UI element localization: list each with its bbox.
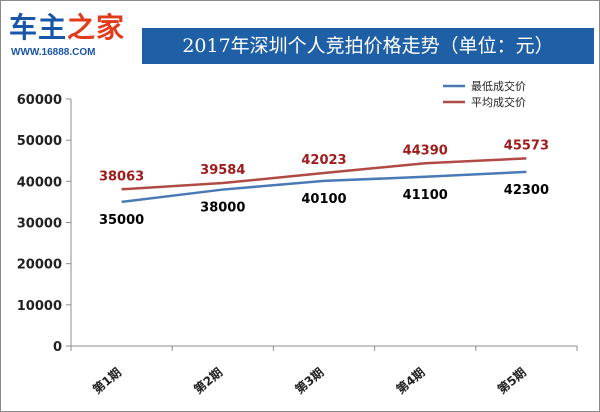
legend-label: 平均成交价 <box>471 95 526 109</box>
logo-text-part1: 车主 <box>9 11 68 44</box>
data-label: 42300 <box>504 183 549 198</box>
y-tick-label: 20000 <box>17 258 62 273</box>
series-line-2 <box>121 157 527 191</box>
data-label: 40100 <box>301 192 346 207</box>
x-tick-label: 第5期 <box>494 364 528 396</box>
data-label: 44390 <box>403 143 448 158</box>
data-label: 38063 <box>99 169 144 184</box>
x-tick-label: 第2期 <box>191 364 225 396</box>
y-tick-label: 10000 <box>17 299 62 314</box>
brand-logo: 车主之家 WWW.16888.COM <box>9 11 137 63</box>
series-line-1 <box>121 170 527 204</box>
logo-text: 车主之家 <box>9 11 125 45</box>
legend-label: 最低成交价 <box>471 79 526 93</box>
data-label: 42023 <box>301 153 346 168</box>
x-tick-label: 第3期 <box>292 364 326 396</box>
data-label: 39584 <box>200 163 245 178</box>
title-bar: 2017年深圳个人竞拍价格走势（单位：元） <box>142 28 594 64</box>
data-label: 41100 <box>403 188 448 203</box>
chart-title: 2017年深圳个人竞拍价格走势（单位：元） <box>182 35 554 57</box>
data-label: 35000 <box>99 213 144 228</box>
data-label: 38000 <box>200 201 245 216</box>
y-tick-label: 60000 <box>17 93 62 108</box>
x-tick-label: 第4期 <box>393 364 427 396</box>
data-label: 45573 <box>504 138 549 153</box>
logo-text-part2: 之家 <box>67 11 126 44</box>
y-tick-label: 50000 <box>17 134 62 149</box>
y-tick-label: 40000 <box>17 175 62 190</box>
y-tick-label: 30000 <box>17 217 62 232</box>
logo-url: WWW.16888.COM <box>11 47 96 58</box>
x-tick-label: 第1期 <box>89 364 123 396</box>
y-tick-label: 0 <box>53 340 62 355</box>
